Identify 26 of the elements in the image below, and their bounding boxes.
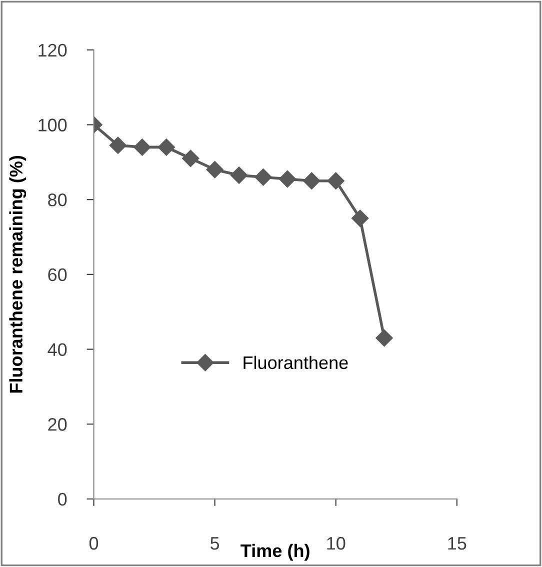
point bbox=[206, 161, 224, 178]
point bbox=[134, 138, 151, 156]
x-axis-title: Time (h) bbox=[240, 544, 310, 561]
point bbox=[278, 170, 296, 188]
y-tick-label: 100 bbox=[38, 118, 67, 132]
point bbox=[182, 150, 200, 167]
y-axis-title: Fluoranthene remaining (%) bbox=[9, 156, 26, 393]
y-tick-label: 20 bbox=[48, 418, 67, 431]
x-tick-label: 5 bbox=[210, 537, 220, 550]
y-tick-label: 40 bbox=[48, 343, 67, 356]
point bbox=[158, 138, 175, 156]
x-tick-label: 10 bbox=[327, 536, 346, 550]
point bbox=[303, 172, 320, 190]
y-tick-label: 60 bbox=[48, 268, 67, 282]
y-tick-label: 80 bbox=[48, 194, 67, 206]
y-tick-label: 120 bbox=[38, 44, 67, 57]
x-tick-label: 15 bbox=[448, 537, 466, 550]
point bbox=[109, 136, 127, 154]
point bbox=[376, 329, 393, 347]
y-tick-label: 0 bbox=[58, 492, 67, 506]
point bbox=[254, 168, 272, 186]
x-tick-label: 0 bbox=[89, 536, 98, 550]
point bbox=[230, 166, 248, 184]
legend-label: Fluoranthene bbox=[244, 356, 348, 370]
point bbox=[352, 210, 369, 227]
point bbox=[327, 172, 344, 190]
